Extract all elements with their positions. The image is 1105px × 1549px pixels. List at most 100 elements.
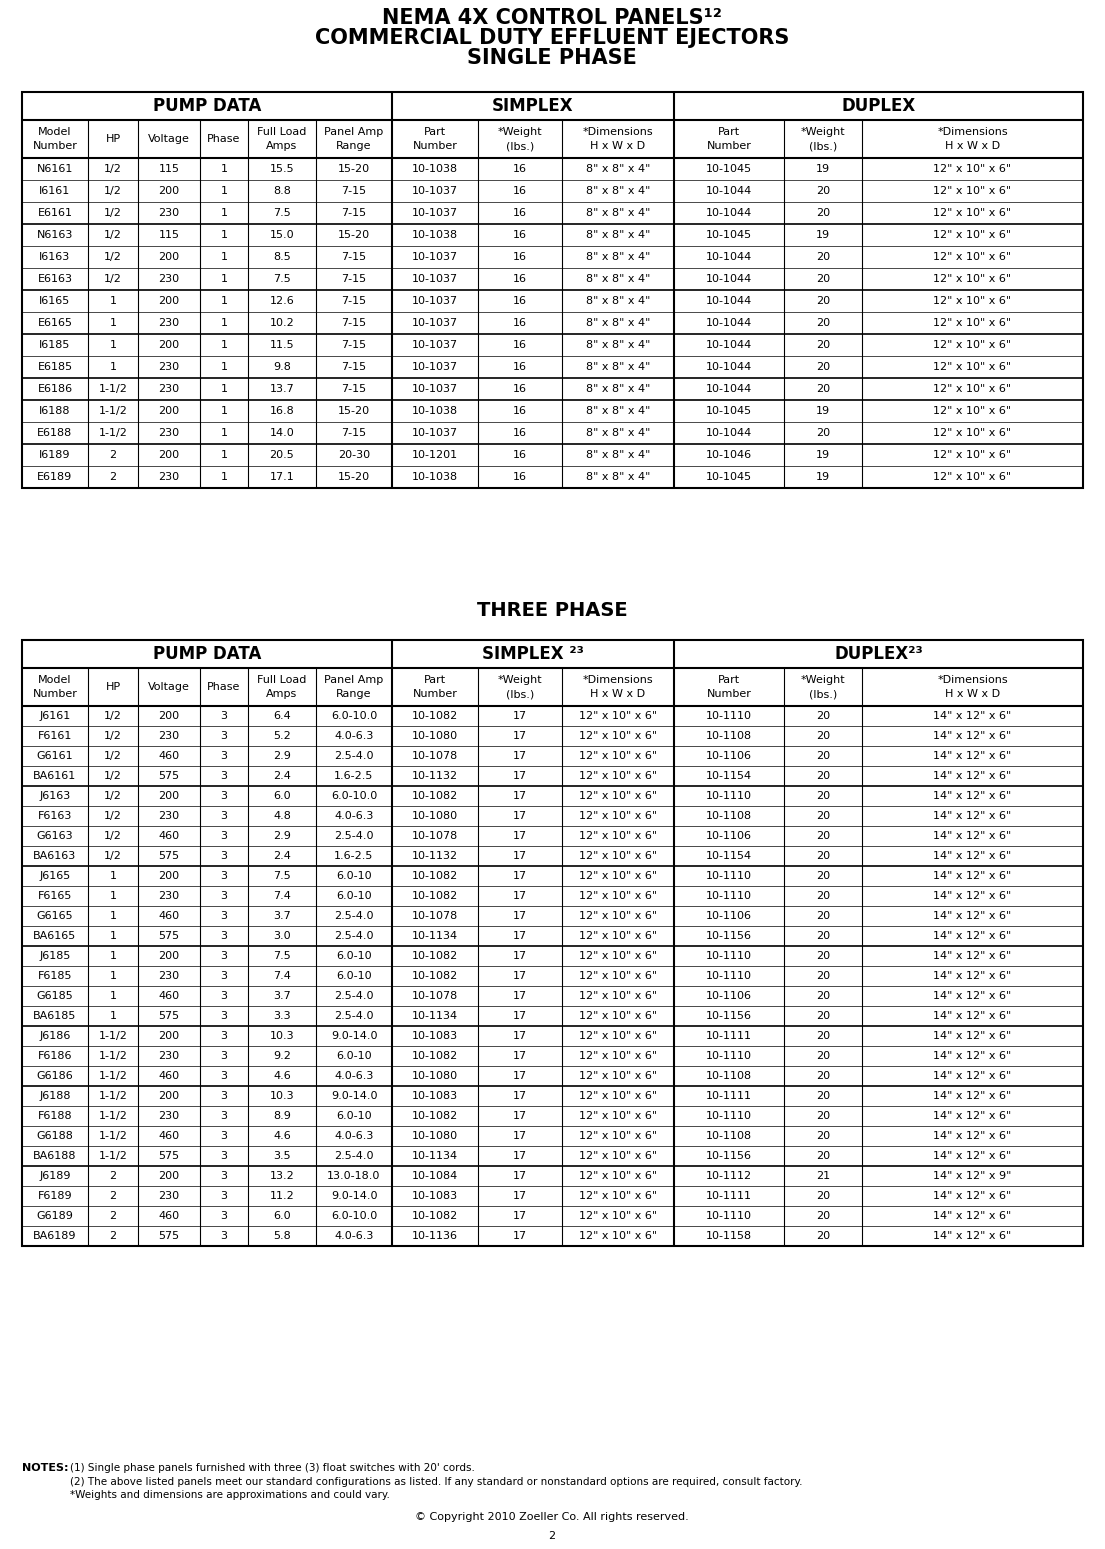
Text: 20: 20 — [815, 991, 830, 1001]
Text: 12" x 10" x 6": 12" x 10" x 6" — [934, 296, 1011, 307]
Text: 10-1132: 10-1132 — [412, 771, 459, 781]
Text: 12" x 10" x 6": 12" x 10" x 6" — [579, 830, 657, 841]
Text: 3: 3 — [221, 971, 228, 981]
Text: 1: 1 — [109, 891, 116, 902]
Text: 3.7: 3.7 — [273, 991, 291, 1001]
Text: 230: 230 — [158, 1191, 179, 1200]
Text: 10-1044: 10-1044 — [706, 339, 753, 350]
Text: 17: 17 — [513, 1011, 527, 1021]
Text: 5.2: 5.2 — [273, 731, 291, 740]
Text: J6188: J6188 — [40, 1090, 71, 1101]
Text: 19: 19 — [815, 406, 830, 417]
Text: 7-15: 7-15 — [341, 384, 367, 393]
Text: 12" x 10" x 6": 12" x 10" x 6" — [934, 274, 1011, 283]
Text: 20: 20 — [815, 1131, 830, 1142]
Text: 12" x 10" x 6": 12" x 10" x 6" — [579, 850, 657, 861]
Text: 14" x 12" x 6": 14" x 12" x 6" — [934, 792, 1011, 801]
Text: 20: 20 — [815, 871, 830, 881]
Text: HP: HP — [105, 135, 120, 144]
Text: 2.5-4.0: 2.5-4.0 — [334, 830, 373, 841]
Text: 15-20: 15-20 — [338, 472, 370, 482]
Text: 20: 20 — [815, 1151, 830, 1162]
Text: BA6163: BA6163 — [33, 850, 76, 861]
Text: 1: 1 — [221, 164, 228, 173]
Text: 6.0: 6.0 — [273, 1211, 291, 1221]
Text: 17: 17 — [513, 1052, 527, 1061]
Text: F6185: F6185 — [38, 971, 72, 981]
Text: 10-1044: 10-1044 — [706, 318, 753, 328]
Text: J6189: J6189 — [40, 1171, 71, 1180]
Text: 10-1108: 10-1108 — [706, 1131, 753, 1142]
Text: 10-1037: 10-1037 — [412, 208, 459, 218]
Text: 12" x 10" x 6": 12" x 10" x 6" — [579, 1151, 657, 1162]
Text: 10-1134: 10-1134 — [412, 1011, 459, 1021]
Text: 1: 1 — [221, 384, 228, 393]
Text: 460: 460 — [158, 911, 179, 922]
Text: 200: 200 — [158, 451, 179, 460]
Text: 10-1154: 10-1154 — [706, 771, 753, 781]
Text: 10-1078: 10-1078 — [412, 751, 459, 761]
Text: 12" x 10" x 6": 12" x 10" x 6" — [579, 812, 657, 821]
Text: 20: 20 — [815, 318, 830, 328]
Text: 575: 575 — [158, 931, 179, 940]
Text: 10-1082: 10-1082 — [412, 711, 459, 720]
Text: 10.2: 10.2 — [270, 318, 294, 328]
Text: 6.0-10: 6.0-10 — [336, 871, 371, 881]
Text: 10-1106: 10-1106 — [706, 911, 753, 922]
Text: 8.9: 8.9 — [273, 1111, 291, 1121]
Text: 7-15: 7-15 — [341, 318, 367, 328]
Text: 8" x 8" x 4": 8" x 8" x 4" — [586, 229, 650, 240]
Text: 3: 3 — [221, 830, 228, 841]
Text: 10-1044: 10-1044 — [706, 296, 753, 307]
Text: 1/2: 1/2 — [104, 771, 122, 781]
Text: 4.8: 4.8 — [273, 812, 291, 821]
Text: 3.3: 3.3 — [273, 1011, 291, 1021]
Text: 10-1110: 10-1110 — [706, 871, 753, 881]
Text: 7.5: 7.5 — [273, 951, 291, 960]
Text: 6.0-10.0: 6.0-10.0 — [330, 711, 377, 720]
Text: 10-1132: 10-1132 — [412, 850, 459, 861]
Text: 20: 20 — [815, 339, 830, 350]
Text: 3: 3 — [221, 1090, 228, 1101]
Text: 460: 460 — [158, 830, 179, 841]
Text: 3: 3 — [221, 1131, 228, 1142]
Text: 8" x 8" x 4": 8" x 8" x 4" — [586, 406, 650, 417]
Text: 16: 16 — [513, 428, 527, 438]
Text: BA6161: BA6161 — [33, 771, 76, 781]
Text: 16.8: 16.8 — [270, 406, 294, 417]
Text: 16: 16 — [513, 472, 527, 482]
Text: 2.5-4.0: 2.5-4.0 — [334, 751, 373, 761]
Text: 10-1044: 10-1044 — [706, 274, 753, 283]
Text: 12" x 10" x 6": 12" x 10" x 6" — [934, 208, 1011, 218]
Text: 1: 1 — [221, 252, 228, 262]
Text: Part: Part — [424, 675, 446, 685]
Text: 17: 17 — [513, 971, 527, 981]
Text: 17: 17 — [513, 931, 527, 940]
Text: Part: Part — [718, 675, 740, 685]
Text: 10-1084: 10-1084 — [412, 1171, 459, 1180]
Text: SIMPLEX ²³: SIMPLEX ²³ — [482, 644, 583, 663]
Text: 14" x 12" x 6": 14" x 12" x 6" — [934, 1070, 1011, 1081]
Text: H x W x D: H x W x D — [590, 141, 645, 150]
Text: 6.0-10: 6.0-10 — [336, 971, 371, 981]
Text: N6163: N6163 — [36, 229, 73, 240]
Text: 10-1108: 10-1108 — [706, 812, 753, 821]
Text: *Weight: *Weight — [497, 675, 543, 685]
Text: 10-1110: 10-1110 — [706, 951, 753, 960]
Text: 575: 575 — [158, 1231, 179, 1241]
Text: 10-1136: 10-1136 — [412, 1231, 457, 1241]
Text: J6185: J6185 — [40, 951, 71, 960]
Text: 10-1046: 10-1046 — [706, 451, 753, 460]
Text: 16: 16 — [513, 164, 527, 173]
Text: 7-15: 7-15 — [341, 186, 367, 197]
Text: 17: 17 — [513, 1111, 527, 1121]
Text: 1: 1 — [109, 991, 116, 1001]
Text: 10-1111: 10-1111 — [706, 1090, 753, 1101]
Text: Model: Model — [39, 675, 72, 685]
Text: 7.4: 7.4 — [273, 891, 291, 902]
Text: G6185: G6185 — [36, 991, 73, 1001]
Text: 1-1/2: 1-1/2 — [98, 1131, 127, 1142]
Text: 6.0: 6.0 — [273, 792, 291, 801]
Text: J6165: J6165 — [40, 871, 71, 881]
Text: 3: 3 — [221, 1211, 228, 1221]
